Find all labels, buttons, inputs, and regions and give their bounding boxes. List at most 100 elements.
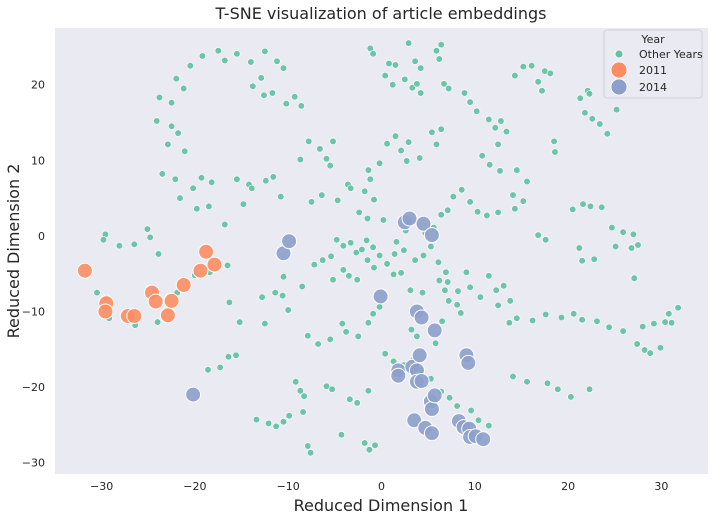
data-point-other-years — [519, 62, 527, 71]
data-point-other-years — [586, 202, 595, 210]
data-point-other-years — [483, 211, 491, 220]
data-point-other-years — [334, 196, 342, 204]
data-point-other-years — [502, 128, 511, 136]
data-point-other-years — [405, 138, 413, 146]
data-point-other-years — [567, 393, 575, 401]
data-point-other-years — [370, 264, 378, 272]
data-point-other-years — [633, 340, 641, 348]
data-point-other-years — [554, 385, 562, 393]
data-point-2014 — [475, 431, 492, 448]
data-point-other-years — [474, 208, 482, 216]
data-point-other-years — [363, 236, 371, 244]
data-point-other-years — [319, 256, 327, 264]
legend-box — [603, 29, 703, 99]
axis-ticks-layer: −30 −20 −10 0 10 20 30 −30 −20 −10 0 10 20 — [22, 79, 669, 493]
data-point-other-years — [282, 99, 290, 108]
data-point-other-years — [437, 211, 445, 219]
data-point-other-years — [115, 242, 123, 250]
data-point-other-years — [576, 94, 584, 102]
data-point-other-years — [473, 107, 481, 115]
data-point-other-years — [485, 115, 493, 124]
data-point-2011 — [192, 262, 209, 279]
data-point-other-years — [418, 289, 427, 297]
data-point-other-years — [528, 316, 537, 325]
x-tick-label: −10 — [277, 480, 300, 493]
data-point-other-years — [513, 166, 521, 174]
data-point-other-years — [579, 200, 587, 208]
data-point-other-years — [570, 310, 578, 318]
data-point-other-years — [279, 273, 288, 281]
data-point-other-years — [354, 332, 362, 341]
data-point-other-years — [376, 303, 384, 311]
data-point-other-years — [646, 349, 654, 357]
data-point-other-years — [232, 351, 240, 359]
data-point-other-years — [445, 297, 453, 305]
data-point-other-years — [307, 198, 316, 206]
data-point-other-years — [505, 319, 513, 327]
x-tick-label: −20 — [183, 480, 206, 493]
data-point-other-years — [445, 84, 453, 93]
data-point-other-years — [326, 335, 334, 344]
data-point-other-years — [519, 197, 527, 205]
data-point-other-years — [198, 52, 206, 60]
data-point-other-years — [523, 378, 531, 386]
data-point-other-years — [585, 385, 594, 393]
data-point-other-years — [457, 309, 465, 317]
data-point-2011 — [76, 262, 93, 279]
data-point-other-years — [427, 242, 435, 251]
data-point-other-years — [405, 39, 413, 47]
data-point-other-years — [417, 64, 425, 72]
data-point-other-years — [458, 186, 466, 194]
data-point-other-years — [221, 56, 229, 65]
y-tick-label: −20 — [22, 381, 45, 394]
data-point-other-years — [292, 378, 300, 386]
data-point-other-years — [391, 61, 400, 69]
data-point-other-years — [674, 304, 682, 312]
data-point-other-years — [363, 256, 372, 264]
data-point-other-years — [432, 339, 440, 347]
data-point-other-years — [248, 184, 256, 192]
data-point-other-years — [528, 62, 536, 70]
y-tick-label: −30 — [22, 457, 45, 470]
data-point-other-years — [460, 89, 469, 97]
data-point-other-years — [326, 162, 334, 170]
data-point-other-years — [435, 276, 443, 285]
data-point-2014 — [426, 387, 443, 404]
data-point-2011 — [126, 308, 143, 324]
data-point-other-years — [342, 328, 350, 336]
data-point-other-years — [557, 313, 566, 322]
data-point-2014 — [411, 347, 428, 364]
data-point-other-years — [376, 251, 384, 260]
data-point-other-years — [446, 394, 454, 402]
data-point-2014 — [413, 373, 430, 389]
data-point-other-years — [272, 422, 280, 431]
data-point-other-years — [392, 238, 401, 246]
data-point-other-years — [466, 98, 474, 106]
data-point-other-years — [329, 137, 337, 145]
data-point-other-years — [608, 224, 616, 232]
data-point-other-years — [363, 214, 372, 223]
data-point-other-years — [546, 69, 554, 77]
data-point-other-years — [371, 441, 379, 449]
data-point-other-years — [300, 392, 308, 400]
data-point-other-years — [509, 191, 517, 199]
data-point-other-years — [224, 261, 232, 270]
data-point-2014 — [401, 210, 418, 227]
plot-area-background — [55, 28, 708, 474]
data-point-other-years — [361, 187, 369, 195]
legend-marker-2011 — [610, 61, 628, 79]
data-point-other-years — [99, 236, 108, 244]
data-point-other-years — [153, 117, 161, 125]
data-point-other-years — [406, 286, 415, 294]
data-point-other-years — [389, 81, 397, 89]
data-point-other-years — [542, 236, 550, 244]
data-point-other-years — [661, 318, 669, 326]
data-point-other-years — [164, 140, 172, 148]
data-point-other-years — [239, 200, 247, 208]
data-point-other-years — [438, 317, 446, 325]
data-point-other-years — [397, 269, 405, 277]
data-point-other-years — [298, 282, 306, 291]
data-point-other-years — [304, 442, 312, 450]
data-point-other-years — [590, 255, 598, 263]
